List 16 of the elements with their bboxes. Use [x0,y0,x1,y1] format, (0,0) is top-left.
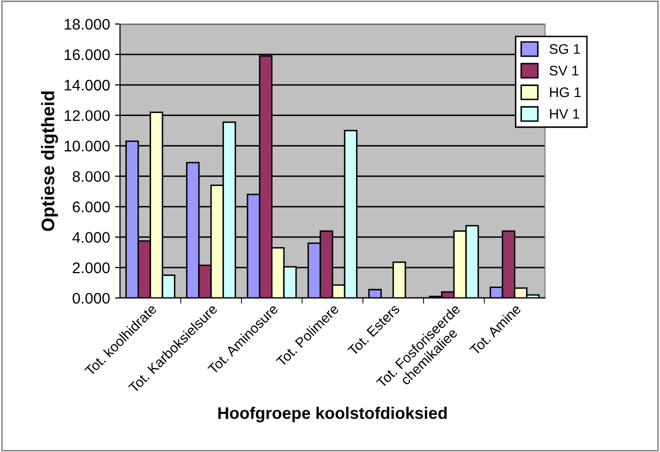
y-tick-label: 4.000 [72,232,110,243]
legend-label: SV 1 [550,66,578,76]
legend-label: SG 1 [550,44,580,54]
y-tick-label: 6.000 [72,202,110,212]
y-tick-label: 8.000 [72,171,110,182]
legend-label: HG 1 [550,87,581,98]
y-axis-title: Optiese digtheid [41,91,58,231]
y-tick-label: 14.000 [64,80,110,91]
y-tick-label: 12.000 [64,110,110,122]
legend-label: HV 1 [550,109,580,119]
x-axis-title: Hoofgroepe koolstofdioksied [218,406,447,422]
y-tick-label: 0.000 [72,292,110,304]
y-tick-label: 2.000 [72,262,110,274]
y-tick-label: 10.000 [64,140,110,152]
y-tick-label: 16.000 [64,49,110,60]
y-tick-label: 18.000 [64,18,110,30]
